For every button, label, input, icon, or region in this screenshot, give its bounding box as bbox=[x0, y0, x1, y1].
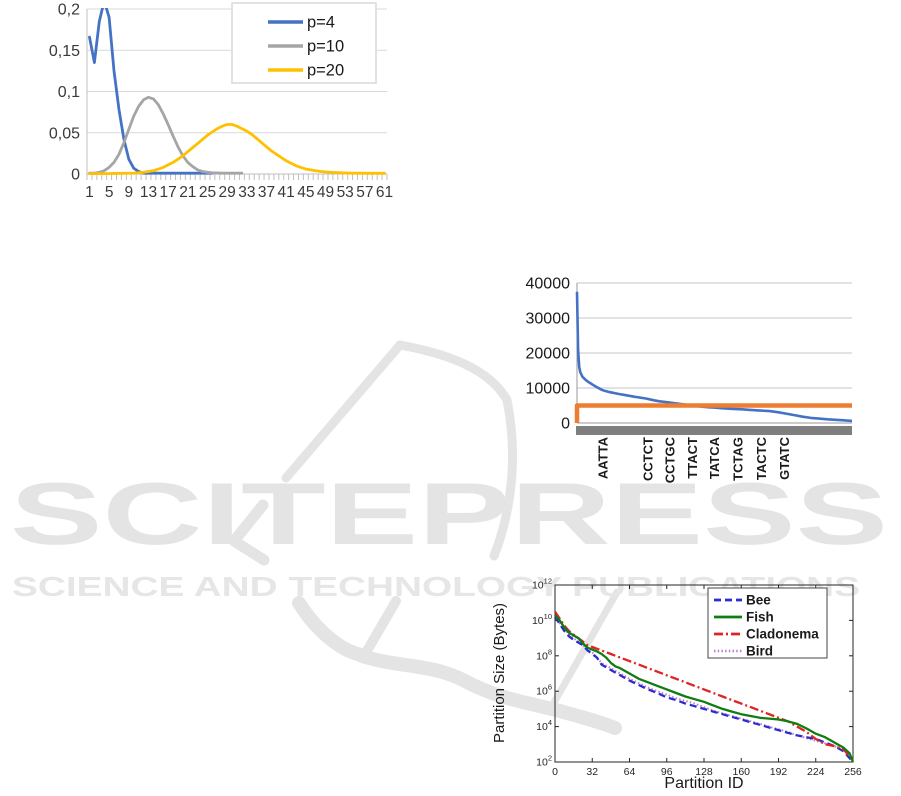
x-tick-label: GTATC bbox=[777, 436, 792, 479]
x-tick-label: 61 bbox=[376, 184, 393, 201]
watermark-title: SCITEPRESS bbox=[10, 464, 888, 563]
watermark-swoosh-tail bbox=[355, 649, 622, 735]
series-line-Bee bbox=[554, 616, 854, 763]
x-tick-label: CCTCT bbox=[640, 437, 655, 481]
x-tick-label: 33 bbox=[238, 184, 255, 201]
watermark-ribbon-left-edge bbox=[281, 340, 405, 483]
x-tick-label: 96 bbox=[661, 766, 673, 778]
legend-label-p=4: p=4 bbox=[307, 14, 335, 32]
x-tick-label: TACTC bbox=[754, 436, 769, 480]
y-tick-label: 0,1 bbox=[58, 84, 80, 101]
y-tick-label: 1010 bbox=[532, 612, 552, 627]
y-tick-label: 102 bbox=[536, 754, 552, 769]
y-tick-label: 0 bbox=[561, 416, 570, 433]
legend-label-Cladonema: Cladonema bbox=[746, 627, 819, 642]
x-tick-label: CCTGC bbox=[662, 436, 677, 483]
y-tick-label: 0,2 bbox=[58, 2, 80, 19]
y-tick-label: 104 bbox=[536, 718, 552, 733]
series-line-Fish bbox=[554, 614, 855, 763]
series-line-frequency bbox=[575, 291, 853, 423]
x-tick-label: 9 bbox=[124, 184, 133, 201]
y-tick-label: 108 bbox=[536, 647, 552, 662]
legend-label-Bird: Bird bbox=[746, 644, 773, 659]
series-line-p=20 bbox=[88, 123, 386, 175]
watermark-ribbon-right-edge bbox=[489, 395, 517, 561]
partition-size-chart-plot: 0 32 64 96 128 160 192 224 256 102 104 106 108 1010 10… bbox=[532, 577, 862, 779]
x-tick-label: 224 bbox=[807, 766, 825, 778]
watermark-swoosh-right-wing bbox=[359, 596, 401, 661]
y-tick-label: 1012 bbox=[532, 577, 552, 592]
series-line-p=10 bbox=[88, 95, 244, 175]
series-line-Bird bbox=[554, 616, 854, 760]
y-tick-label: 0 bbox=[71, 167, 80, 184]
x-tick-label: 25 bbox=[199, 184, 216, 201]
x-tick-label: 160 bbox=[732, 766, 750, 778]
x-tick-label: 41 bbox=[278, 184, 295, 201]
x-tick-label: 45 bbox=[297, 184, 314, 201]
kmer-frequency-chart-plot: 0 10000 20000 30000 40000 AATTA CCTCT CCTGC TTAC… bbox=[526, 276, 853, 483]
y-tick-label: 40000 bbox=[526, 276, 571, 293]
series-line-p=4 bbox=[88, 8, 214, 175]
x-tick-label: 5 bbox=[105, 184, 114, 201]
watermark-ribbon-fold bbox=[228, 499, 270, 566]
legend-box bbox=[231, 2, 377, 84]
y-tick-label: 20000 bbox=[526, 346, 571, 363]
legend-label-p=20: p=20 bbox=[307, 62, 344, 80]
x-tick-label: 29 bbox=[219, 184, 236, 201]
x-tick-label: 256 bbox=[844, 766, 862, 778]
watermark-ribbon-top-edge bbox=[395, 340, 512, 405]
y-tick-label: 10000 bbox=[526, 381, 571, 398]
x-tick-label: 32 bbox=[586, 766, 598, 778]
x-tick-label: 0 bbox=[552, 766, 558, 778]
distribution-chart-svg: 0 0,05 0,1 0,15 0,2 1 5 9 13 17 21 25 29 33 37 41 45 49 53… bbox=[49, 2, 393, 202]
y-tick-label: 30000 bbox=[526, 311, 571, 328]
x-tick-label: 37 bbox=[258, 184, 275, 201]
x-tick-label: TCTAG bbox=[730, 437, 745, 481]
x-tick-label: 21 bbox=[179, 184, 196, 201]
figure-distribution-chart: 0 0,05 0,1 0,15 0,2 1 5 9 13 17 21 25 29 33 37 41 45 49 53… bbox=[20, 0, 400, 220]
figure-partition-size-chart: 0 32 64 96 128 160 192 224 256 102 104 106 108 1010 10… bbox=[490, 575, 901, 796]
distribution-chart-plot: 0 0,05 0,1 0,15 0,2 1 5 9 13 17 21 25 29 33 37 41 45 49 53… bbox=[49, 2, 393, 202]
x-tick-label: 49 bbox=[317, 184, 334, 201]
legend-label-Bee: Bee bbox=[746, 593, 771, 608]
x-tick-label: 53 bbox=[337, 184, 354, 201]
baseline-bar bbox=[576, 426, 852, 435]
y-tick-label: 0,05 bbox=[49, 125, 80, 142]
x-tick-label: 64 bbox=[624, 766, 636, 778]
x-tick-label: 192 bbox=[770, 766, 788, 778]
partition-size-chart-svg: 0 32 64 96 128 160 192 224 256 102 104 106 108 1010 10… bbox=[491, 577, 862, 793]
x-tick-label: 57 bbox=[356, 184, 373, 201]
watermark-swoosh-left-wing bbox=[292, 596, 369, 662]
x-tick-label: TATCA bbox=[707, 436, 722, 479]
series-line-Cladonema bbox=[554, 610, 854, 761]
legend-label-Fish: Fish bbox=[746, 610, 774, 625]
x-tick-label: 128 bbox=[695, 766, 713, 778]
watermark-swoosh-tick bbox=[548, 588, 621, 710]
y-tick-label: 106 bbox=[536, 683, 552, 698]
figure-kmer-frequency-chart: 0 10000 20000 30000 40000 AATTA CCTCT CCTGC TTAC… bbox=[500, 265, 880, 505]
x-tick-label: 17 bbox=[160, 184, 177, 201]
x-tick-label: 1 bbox=[85, 184, 94, 201]
x-tick-label: 13 bbox=[140, 184, 157, 201]
legend-label-p=10: p=10 bbox=[307, 38, 344, 56]
kmer-frequency-chart-svg: 0 10000 20000 30000 40000 AATTA CCTCT CCTGC TTAC… bbox=[526, 276, 853, 483]
x-axis-label: Partition ID bbox=[664, 775, 743, 792]
x-tick-label: AATTA bbox=[596, 436, 611, 479]
y-tick-label: 0,15 bbox=[49, 43, 80, 60]
x-tick-label: TTACT bbox=[685, 437, 700, 479]
y-axis-label: Partition Size (Bytes) bbox=[491, 603, 508, 743]
series-line-threshold bbox=[574, 403, 852, 423]
